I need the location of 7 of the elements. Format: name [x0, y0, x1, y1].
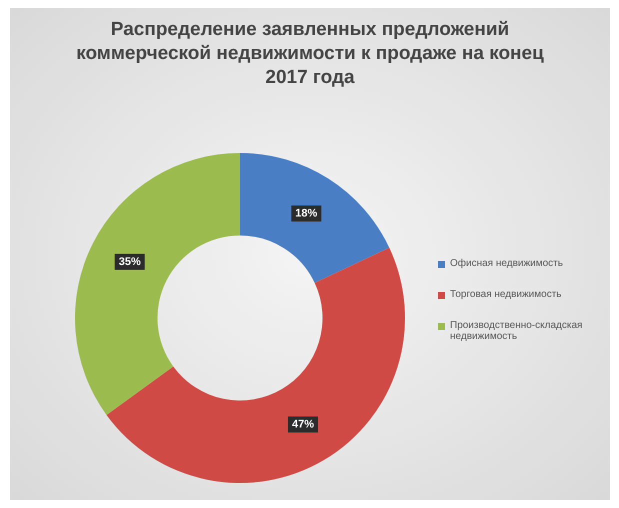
legend-label: Производственно-складская недвижимость [450, 320, 584, 342]
chart-title: Распределение заявленных предложений коммерческой недвижимости к продаже на конец 2017 года [75, 18, 545, 90]
legend-label: Торговая недвижимость [450, 289, 562, 300]
data-label: 47% [292, 418, 314, 431]
data-label: 35% [118, 256, 141, 268]
data-label: 18% [295, 208, 318, 220]
legend-label: Офисная недвижимость [450, 258, 563, 269]
